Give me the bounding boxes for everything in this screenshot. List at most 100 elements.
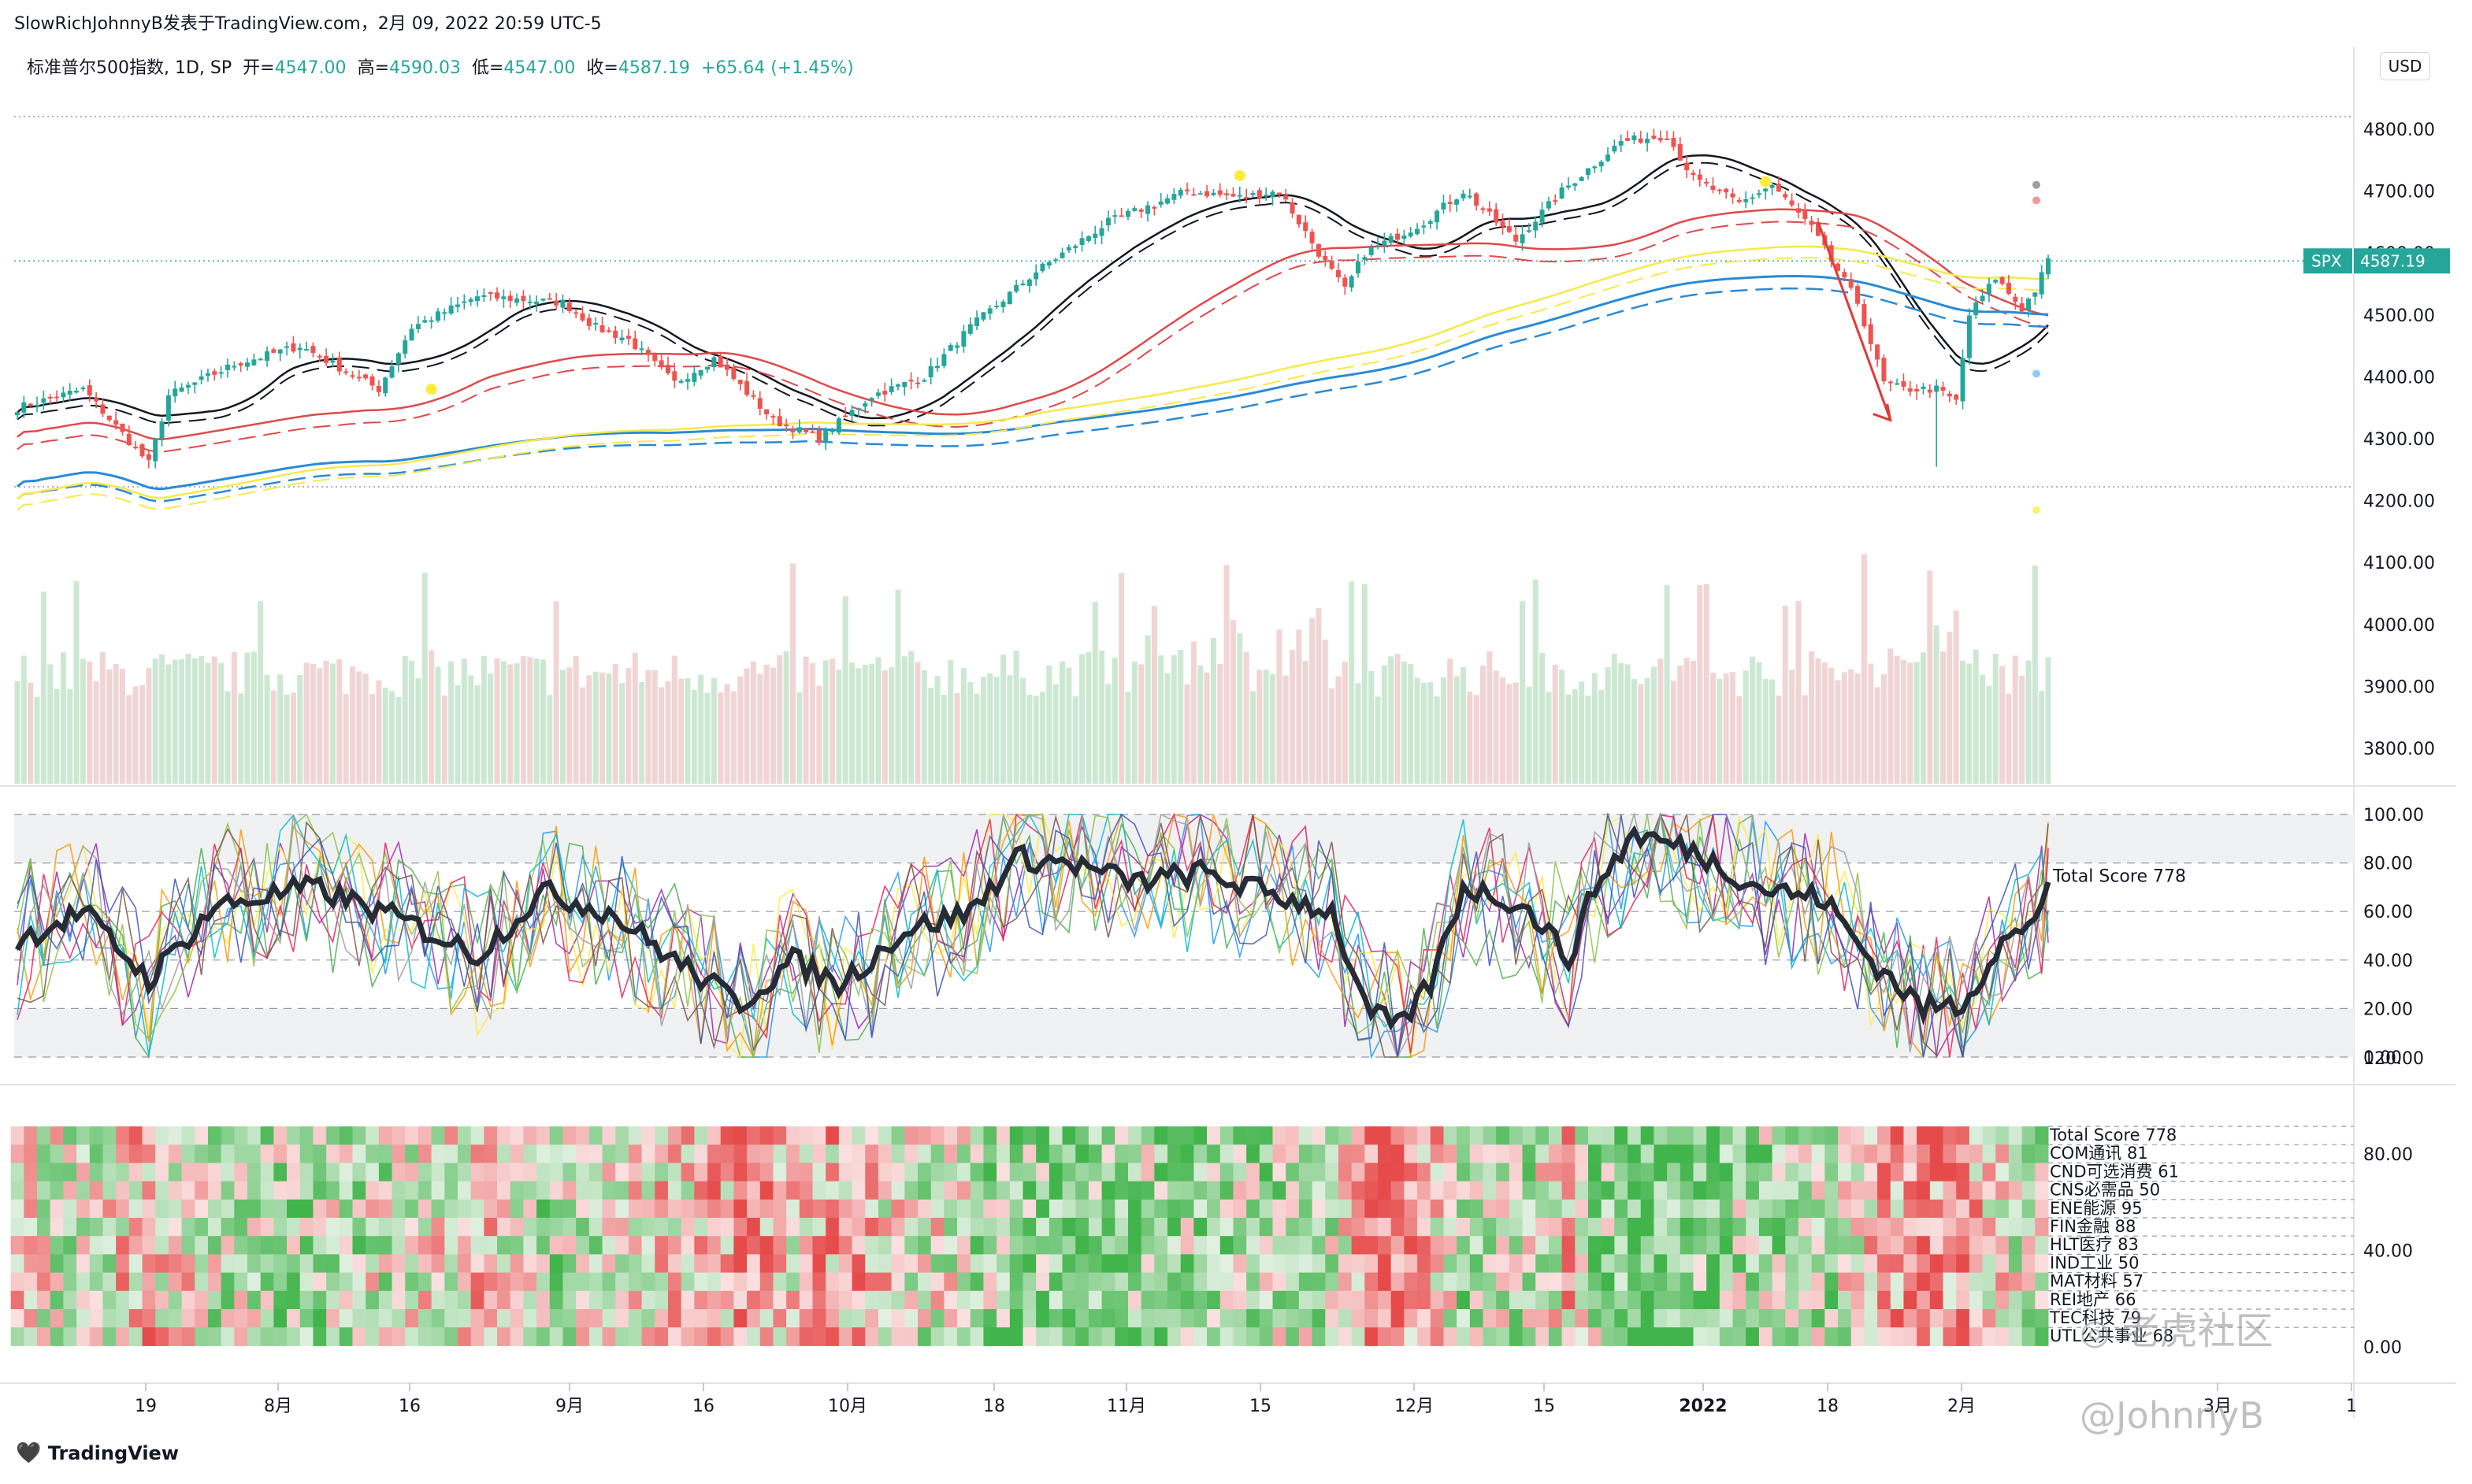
heat-cell [116,1218,130,1237]
heat-cell [1417,1126,1431,1145]
heat-cell [759,1199,774,1219]
heat-cell [1259,1236,1274,1255]
heat-cell [1443,1163,1457,1182]
candle-body [606,330,611,332]
heat-cell [917,1254,932,1274]
heat-cell [615,1145,629,1163]
heat-cell [260,1309,274,1328]
heat-cell [1772,1145,1786,1163]
heat-cell [2035,1309,2049,1328]
heat-cell [576,1181,590,1200]
heat-cell [1127,1163,1142,1182]
heat-cell [1811,1327,1825,1346]
heat-cell [720,1218,734,1237]
price-tick-label: 4300.00 [2363,430,2435,450]
heat-cell [641,1218,655,1237]
heat-cell [339,1145,353,1163]
heat-cell [1272,1309,1286,1328]
candle-body [1704,181,1709,184]
volume-bar [1762,678,1769,784]
heat-cell [1483,1272,1497,1292]
heat-cell [1535,1163,1550,1182]
heat-cell [1864,1309,1878,1328]
heat-cell [2008,1181,2023,1200]
currency-button[interactable]: USD [2380,52,2430,80]
heat-cell [273,1309,288,1328]
volume-bar [1138,664,1145,784]
heat-cell [1167,1163,1182,1182]
heat-cell [1850,1290,1865,1310]
heat-cell [1180,1236,1194,1255]
heat-cell [1404,1272,1418,1292]
heat-cell [838,1254,853,1274]
heat-cell [681,1290,695,1310]
volume-bar [1913,662,1920,784]
heat-tick-label: 80.00 [2363,1145,2413,1165]
candle-body [120,423,125,432]
volume-bar [14,681,20,784]
candle-body [462,301,467,303]
heat-cell [759,1126,774,1145]
heat-cell [181,1254,195,1274]
volume-bar [336,659,343,784]
heat-cell [1023,1181,1037,1200]
candle-body [1494,209,1499,223]
heat-cell [1917,1199,1931,1219]
heat-cell [1877,1272,1891,1292]
heat-cell [747,1272,761,1292]
heat-cell [773,1309,787,1328]
x-tick-label: 3月 [2203,1397,2232,1416]
heat-cell [1693,1145,1707,1163]
heat-cell [707,1181,722,1200]
candle-body [987,308,993,314]
heat-cell [1430,1126,1444,1145]
osc-tick-label: 40.00 [2363,952,2413,971]
heat-cell [681,1327,695,1346]
tradingview-brand[interactable]: 🖤 TradingView [16,1441,179,1465]
heat-cell [1036,1309,1050,1328]
heat-cell [1982,1290,1996,1310]
heat-cell [838,1145,853,1163]
volume-bar [277,674,284,784]
heat-cell [418,1254,432,1274]
volume-bar [724,684,730,784]
heat-cell [576,1218,590,1237]
candle-body [566,302,572,312]
volume-bar [1263,670,1269,784]
heat-cell [155,1236,169,1255]
heat-cell [997,1145,1011,1163]
heat-cell [667,1199,682,1219]
heat-cell [1219,1145,1234,1163]
heat-cell [116,1290,130,1310]
volume-bar [1874,687,1880,784]
heat-cell [707,1272,722,1292]
volume-bar [1960,660,1966,784]
heat-cell [1903,1309,1917,1328]
heat-cell [37,1309,51,1328]
volume-bar [1980,674,1986,784]
candle-body [448,305,454,314]
heat-cell [1207,1327,1221,1346]
heat-cell [2008,1218,2023,1237]
heat-cell [997,1272,1011,1292]
heat-cell [1219,1163,1234,1182]
heat-cell [1233,1126,1247,1145]
heat-cell [392,1236,406,1255]
price-tick-label: 4400.00 [2363,368,2435,388]
heat-cell [1614,1290,1628,1310]
heat-cell [392,1126,406,1145]
candle-body [409,328,414,341]
heat-cell [10,1290,24,1310]
heat-cell [1036,1199,1050,1219]
heat-cell [944,1290,958,1310]
volume-bar [1953,610,1959,784]
heat-cell [1075,1327,1089,1346]
heat-cell [1850,1272,1865,1292]
heat-cell [273,1290,288,1310]
volume-bar [619,683,625,784]
price-tick-label: 4000.00 [2363,616,2435,636]
volume-bar [1690,660,1696,784]
heat-cell [76,1145,91,1163]
heat-cell [352,1272,366,1292]
